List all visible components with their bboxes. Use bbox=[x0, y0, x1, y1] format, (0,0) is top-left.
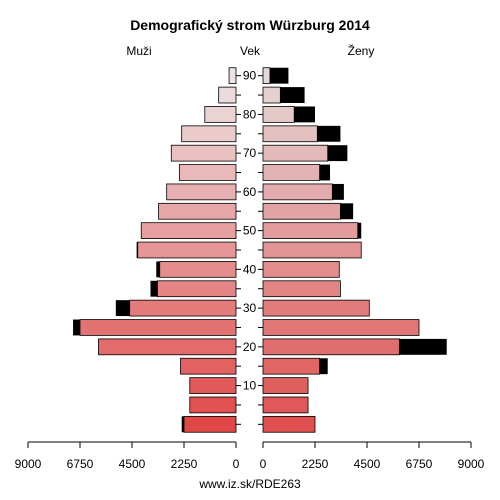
bar-women-55-59 bbox=[262, 202, 341, 220]
bar-women-70-74 bbox=[262, 144, 329, 162]
age-tick-label: 10 bbox=[243, 379, 257, 393]
bar-men-30-34 bbox=[129, 299, 237, 317]
bar-women-excess-70-74 bbox=[327, 145, 348, 162]
bar-women-15-19 bbox=[262, 357, 321, 375]
age-tick-label: 70 bbox=[243, 146, 257, 160]
bar-women-5-9 bbox=[262, 396, 309, 414]
bar-men-85-89 bbox=[218, 86, 237, 104]
x-tick-label-women: 9000 bbox=[458, 457, 485, 471]
bar-women-85-89 bbox=[262, 86, 281, 104]
bar-men-40-44 bbox=[159, 261, 237, 278]
bar-men-65-69 bbox=[178, 164, 237, 181]
axes-group: 10 20 30 40 50 60 70 80 90 9000 6750 4500 2250 0 0 2250… bbox=[15, 69, 485, 471]
bar-men-5-9 bbox=[189, 396, 237, 414]
bar-women-25-29 bbox=[262, 319, 420, 336]
bar-women-50-54 bbox=[262, 222, 359, 239]
bar-women-20-24 bbox=[262, 338, 400, 356]
age-tick-label: 80 bbox=[243, 107, 257, 121]
x-tick-label-women: 2250 bbox=[302, 457, 329, 471]
bar-men-50-54 bbox=[140, 222, 237, 239]
men-label: Muži bbox=[126, 44, 151, 58]
bar-men-55-59 bbox=[158, 202, 237, 220]
bar-women-0-4 bbox=[262, 415, 316, 433]
bar-men-75-79 bbox=[181, 125, 237, 143]
bar-men-70-74 bbox=[170, 144, 237, 162]
bar-men-45-49 bbox=[137, 241, 237, 259]
bar-women-excess-75-79 bbox=[317, 125, 341, 142]
x-tick-label-women: 0 bbox=[260, 457, 267, 471]
age-tick-label: 60 bbox=[243, 185, 257, 199]
x-tick-label-men: 0 bbox=[233, 457, 240, 471]
age-label: Vek bbox=[240, 44, 261, 58]
bar-men-excess-30-34 bbox=[115, 300, 130, 317]
bar-men-0-4 bbox=[183, 415, 237, 433]
x-tick-label-men: 2250 bbox=[171, 457, 198, 471]
bar-men-20-24 bbox=[98, 338, 237, 356]
bar-women-excess-15-19 bbox=[319, 358, 328, 375]
bar-women-10-14 bbox=[262, 377, 309, 394]
bar-men-10-14 bbox=[189, 377, 237, 394]
bar-women-45-49 bbox=[262, 241, 362, 259]
bar-women-35-39 bbox=[262, 280, 341, 298]
women-label: Ženy bbox=[348, 43, 375, 58]
bar-men-90+ bbox=[228, 67, 237, 85]
bar-men-excess-40-44 bbox=[156, 261, 160, 278]
x-tick-label-men: 9000 bbox=[15, 457, 42, 471]
bar-women-excess-55-59 bbox=[340, 203, 354, 220]
bar-women-30-34 bbox=[262, 299, 370, 317]
bar-men-excess-0-4 bbox=[181, 416, 184, 433]
bar-women-excess-65-69 bbox=[319, 164, 331, 181]
bar-men-80-84 bbox=[204, 106, 237, 123]
x-tick-label-women: 6750 bbox=[406, 457, 433, 471]
x-tick-label-men: 4500 bbox=[119, 457, 146, 471]
bar-women-40-44 bbox=[262, 261, 340, 278]
footer-url: www.iz.sk/RDE263 bbox=[198, 477, 301, 491]
bar-men-excess-35-39 bbox=[150, 280, 158, 297]
bar-women-75-79 bbox=[262, 125, 318, 143]
bar-women-excess-50-54 bbox=[357, 222, 362, 239]
x-tick-label-men: 6750 bbox=[67, 457, 94, 471]
age-tick-label: 40 bbox=[243, 262, 257, 276]
bar-women-excess-60-64 bbox=[332, 183, 344, 200]
age-tick-label: 30 bbox=[243, 301, 257, 315]
age-tick-label: 20 bbox=[243, 340, 257, 354]
chart-title: Demografický strom Würzburg 2014 bbox=[130, 17, 370, 33]
bar-women-90+ bbox=[262, 67, 271, 85]
bar-women-excess-80-84 bbox=[294, 106, 315, 123]
age-tick-label: 50 bbox=[243, 224, 257, 238]
bar-women-excess-90+ bbox=[269, 67, 289, 84]
bar-men-excess-25-29 bbox=[73, 319, 80, 336]
bars-group bbox=[73, 67, 447, 433]
bar-women-60-64 bbox=[262, 183, 333, 201]
bar-men-15-19 bbox=[180, 357, 237, 375]
x-tick-label-women: 4500 bbox=[354, 457, 381, 471]
bar-women-80-84 bbox=[262, 106, 295, 123]
bar-women-excess-20-24 bbox=[399, 338, 447, 355]
bar-men-25-29 bbox=[79, 319, 237, 336]
bar-men-60-64 bbox=[166, 183, 237, 201]
bar-men-excess-45-49 bbox=[136, 242, 138, 258]
bar-women-65-69 bbox=[262, 164, 321, 181]
bar-women-excess-85-89 bbox=[280, 87, 305, 103]
age-tick-label: 90 bbox=[243, 69, 257, 83]
bar-men-35-39 bbox=[157, 280, 237, 298]
